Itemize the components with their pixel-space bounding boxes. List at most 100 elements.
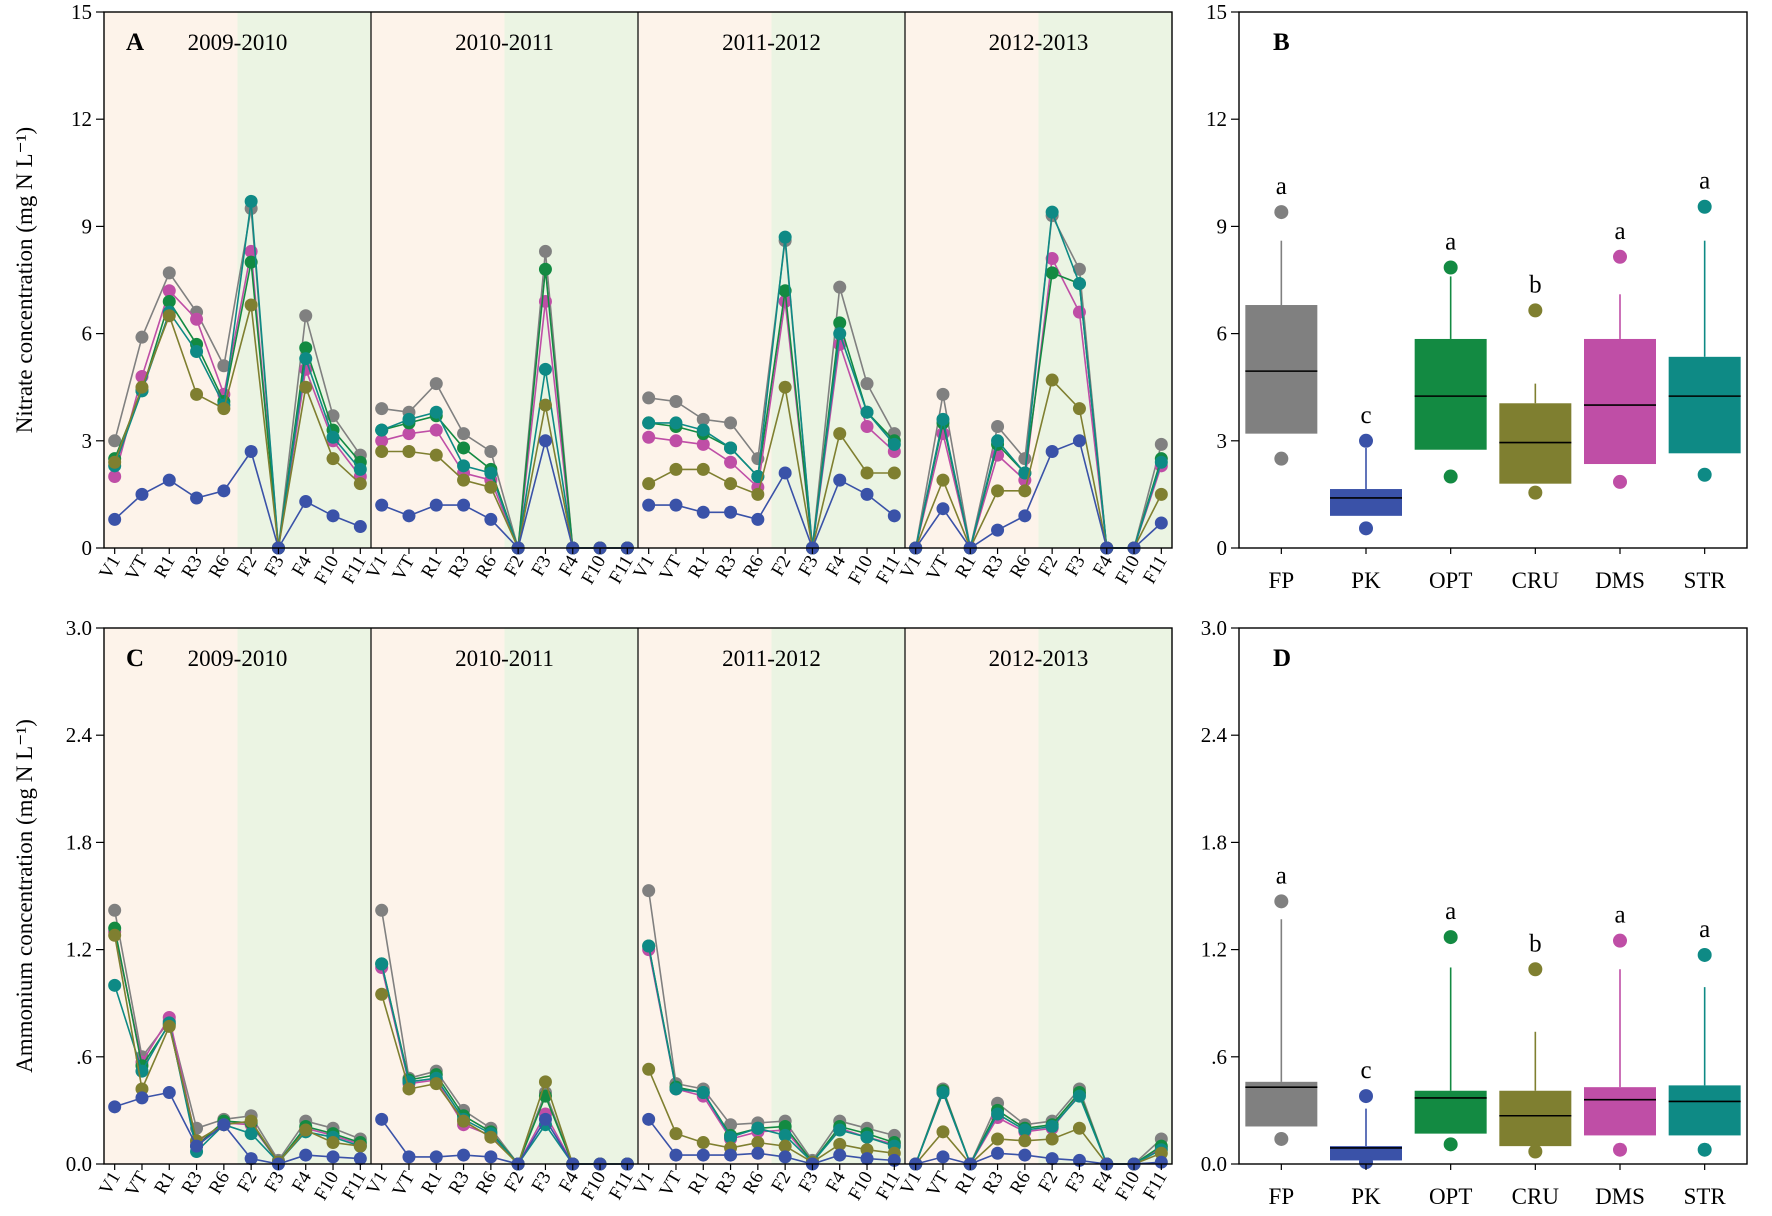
data-point-PK	[190, 1139, 204, 1153]
outlier-low	[1443, 469, 1458, 484]
data-point-PK	[696, 1148, 710, 1162]
box-iqr	[1330, 1146, 1402, 1161]
year-label: 2009-2010	[188, 30, 288, 55]
data-point-PK	[217, 484, 231, 498]
data-point-CRU	[402, 1082, 416, 1096]
x-tick-label: F10	[844, 1168, 877, 1204]
data-point-STR	[778, 230, 792, 244]
x-tick-label: R1	[417, 552, 446, 582]
data-point-PK	[1154, 1155, 1168, 1169]
data-point-STR	[860, 405, 874, 419]
data-point-STR	[1072, 277, 1086, 291]
data-point-PK	[108, 512, 122, 526]
data-point-CRU	[217, 402, 231, 416]
data-point-CRU	[484, 480, 498, 494]
data-point-FP	[724, 1118, 738, 1132]
outlier-low	[1359, 521, 1373, 536]
significance-letter: a	[1614, 902, 1625, 929]
data-point-CRU	[299, 380, 313, 394]
outlier-high	[1697, 947, 1712, 962]
data-point-CRU	[1072, 402, 1086, 416]
data-point-STR	[375, 957, 389, 971]
data-point-STR	[484, 466, 498, 480]
data-point-PK	[244, 1152, 258, 1166]
data-point-STR	[751, 1121, 765, 1135]
data-point-CRU	[991, 484, 1005, 498]
x-tick-label: R6	[205, 1168, 234, 1198]
data-point-CRU	[375, 987, 389, 1001]
data-point-DMS	[1072, 305, 1086, 319]
outlier-low	[1359, 1155, 1373, 1170]
data-point-CRU	[936, 1125, 950, 1139]
data-point-STR	[887, 437, 901, 451]
panel-letter: D	[1273, 645, 1291, 672]
y-tick-label: .6	[1211, 1045, 1227, 1069]
data-point-STR	[402, 412, 416, 426]
x-tick-label: OPT	[1429, 1184, 1472, 1209]
y-axis-D: 0.0 .6 1.2 1.8 2.4 3.0	[1201, 616, 1239, 1176]
x-tick-label: F10	[1111, 1168, 1144, 1204]
data-point-CRU	[833, 427, 847, 441]
x-tick-label: F10	[577, 1168, 610, 1204]
data-point-CRU	[429, 448, 443, 462]
x-tick-label: VT	[922, 552, 953, 585]
x-tick-label: STR	[1684, 568, 1727, 593]
data-point-FP	[375, 402, 389, 416]
data-point-FP	[669, 394, 683, 408]
data-point-CRU	[751, 1136, 765, 1150]
data-point-FP	[642, 884, 656, 898]
data-point-OPT	[457, 441, 471, 455]
data-point-PK	[135, 487, 149, 501]
data-point-CRU	[108, 928, 122, 942]
data-point-FP	[936, 387, 950, 401]
data-point-PK	[669, 1148, 683, 1162]
data-point-STR	[375, 423, 389, 437]
data-point-PK	[1045, 1152, 1059, 1166]
box-PK: c PK	[1330, 402, 1402, 593]
data-point-FP	[457, 427, 471, 441]
data-point-PK	[778, 1150, 792, 1164]
panel-frame	[1238, 11, 1748, 549]
year-label: 2011-2012	[722, 646, 821, 671]
x-tick-label: PK	[1351, 568, 1381, 593]
data-point-PK	[860, 1152, 874, 1166]
data-point-CRU	[538, 398, 552, 412]
data-point-CRU	[484, 1130, 498, 1144]
data-point-FP	[1072, 262, 1086, 276]
data-point-DMS	[429, 423, 443, 437]
outlier-high	[1443, 930, 1458, 945]
data-point-PK	[162, 1086, 176, 1100]
x-tick-label: R6	[739, 1168, 768, 1198]
data-point-STR	[1072, 1089, 1086, 1103]
x-tick-label: VT	[121, 552, 152, 585]
data-point-OPT	[778, 284, 792, 298]
data-point-DMS	[538, 294, 552, 308]
y-tick-label: 6	[82, 322, 93, 346]
x-tick-label: R6	[472, 552, 501, 582]
data-point-PK	[887, 509, 901, 523]
season-bg-crop	[905, 12, 1039, 548]
season-bg-crop	[905, 628, 1039, 1164]
data-point-FP	[299, 309, 313, 323]
x-tick-label: R1	[417, 1168, 446, 1198]
y-tick-label: 1.8	[66, 830, 92, 854]
x-tick-label: F3	[1062, 552, 1090, 580]
season-bg-fallow	[504, 12, 638, 548]
data-point-FP	[108, 903, 122, 917]
data-point-PK	[299, 495, 313, 509]
data-point-CRU	[326, 1136, 340, 1150]
data-point-FP	[538, 244, 552, 258]
data-point-PK	[162, 473, 176, 487]
data-point-CRU	[353, 477, 367, 491]
data-point-OPT	[833, 316, 847, 330]
data-point-FP	[833, 280, 847, 294]
series-line-OPT	[648, 290, 895, 549]
y-tick-label: 12	[71, 107, 92, 131]
data-point-STR	[696, 1086, 710, 1100]
box-FP: a FP	[1245, 862, 1318, 1209]
y-tick-label: 0	[1217, 536, 1228, 560]
data-point-STR	[108, 978, 122, 992]
